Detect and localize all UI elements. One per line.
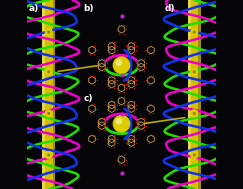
Text: d): d) [165,4,175,13]
Circle shape [45,68,52,75]
Bar [42,0,55,189]
Text: c): c) [84,94,93,104]
Circle shape [191,68,198,75]
Circle shape [193,31,196,34]
Circle shape [45,110,52,117]
Circle shape [115,118,122,125]
Bar [42,0,45,189]
Circle shape [113,57,130,74]
Circle shape [47,112,50,115]
Circle shape [47,70,50,73]
Text: a): a) [29,4,39,13]
Bar [199,0,201,189]
Circle shape [47,31,50,34]
Circle shape [193,112,196,115]
Circle shape [191,29,198,36]
Circle shape [191,152,198,158]
Circle shape [113,115,130,132]
Bar [53,0,55,189]
Circle shape [45,152,52,158]
Circle shape [45,29,52,36]
Circle shape [47,153,50,156]
Text: b): b) [84,4,94,13]
Circle shape [193,153,196,156]
Circle shape [191,110,198,117]
Bar [188,0,201,189]
Circle shape [193,70,196,73]
Circle shape [115,59,122,66]
Bar [188,0,191,189]
